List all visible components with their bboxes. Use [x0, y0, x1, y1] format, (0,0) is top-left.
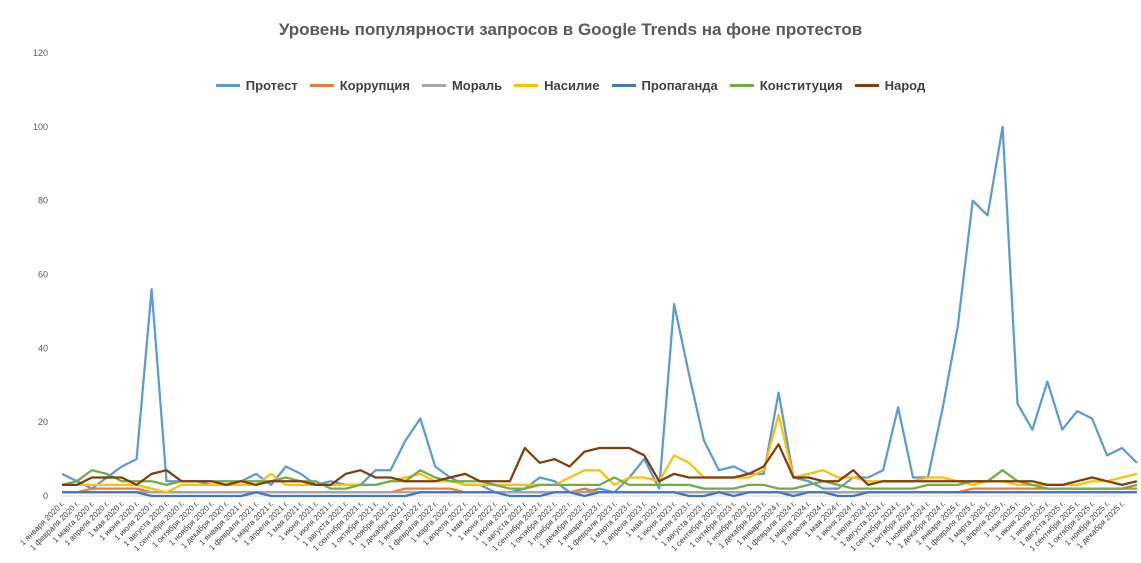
- legend-swatch: [854, 84, 879, 87]
- legend-label: Мораль: [451, 78, 503, 93]
- legend-label: Коррупция: [339, 78, 410, 93]
- legend-item: Насилие: [514, 78, 600, 93]
- legend-swatch: [215, 84, 240, 87]
- y-tick-label: 0: [43, 491, 48, 501]
- legend-item: Мораль: [421, 78, 503, 93]
- series-line-4: [62, 491, 1137, 498]
- legend-label: Пропаганда: [641, 78, 718, 93]
- y-tick-label: 60: [38, 270, 48, 280]
- chart-title: Уровень популярности запросов в Google T…: [278, 20, 863, 39]
- legend-swatch: [514, 84, 539, 87]
- legend-label: Конституция: [759, 78, 843, 93]
- series-line-0: [61, 125, 1138, 494]
- legend-item: Пропаганда: [611, 78, 718, 93]
- legend-swatch: [611, 84, 636, 87]
- y-tick-label: 120: [33, 48, 48, 58]
- legend-swatch: [729, 84, 754, 87]
- series-line-6: [62, 443, 1138, 487]
- legend-swatch: [309, 84, 334, 87]
- y-tick-label: 20: [38, 417, 48, 427]
- legend-item: Народ: [854, 78, 926, 93]
- legend-item: Коррупция: [309, 78, 410, 93]
- legend-label: Народ: [884, 78, 926, 93]
- y-tick-label: 100: [33, 122, 48, 132]
- legend-label: Насилие: [544, 78, 600, 93]
- legend-item: Протест: [215, 78, 298, 93]
- legend: Протест Коррупция Мораль Насилие Пропаганда К…: [0, 78, 1141, 93]
- y-tick-label: 40: [38, 343, 48, 353]
- legend-item: Конституция: [729, 78, 843, 93]
- legend-label: Протест: [245, 78, 298, 93]
- y-tick-label: 80: [38, 196, 48, 206]
- legend-swatch: [421, 84, 446, 87]
